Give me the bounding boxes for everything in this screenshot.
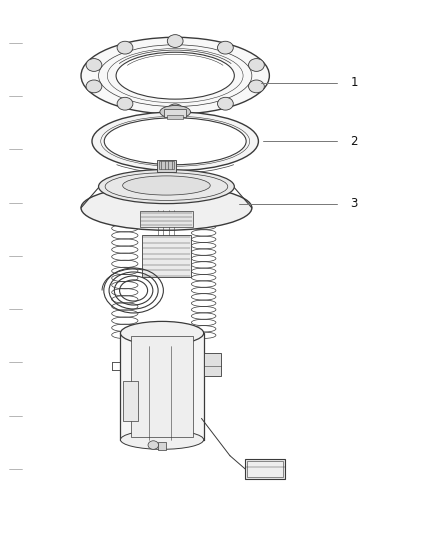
Ellipse shape [86,59,102,71]
Ellipse shape [248,59,264,71]
Ellipse shape [218,41,233,54]
Text: 2: 2 [350,135,358,148]
Ellipse shape [218,98,233,110]
Text: 1: 1 [350,76,358,89]
Ellipse shape [160,106,191,118]
Ellipse shape [117,98,133,110]
Ellipse shape [117,41,133,54]
Ellipse shape [105,173,228,200]
Text: 3: 3 [350,197,358,210]
Ellipse shape [86,80,102,93]
Ellipse shape [123,176,210,195]
Ellipse shape [167,35,183,47]
Ellipse shape [248,80,264,93]
Ellipse shape [167,104,183,117]
Ellipse shape [148,441,159,449]
Bar [120,333,204,440]
Bar [142,235,191,277]
Bar [204,353,221,376]
Bar [157,160,176,172]
Bar [131,336,193,437]
Bar [247,461,283,477]
Bar [158,442,166,450]
Ellipse shape [81,185,252,230]
Bar [245,459,285,479]
Ellipse shape [99,169,234,204]
Ellipse shape [104,118,246,165]
Bar [159,161,174,169]
Ellipse shape [81,37,269,114]
Bar [167,115,183,119]
Bar [123,381,138,421]
Ellipse shape [116,52,234,99]
Bar [140,211,193,227]
Ellipse shape [92,112,258,171]
Ellipse shape [120,321,204,345]
Ellipse shape [120,430,204,449]
Bar [164,109,186,117]
